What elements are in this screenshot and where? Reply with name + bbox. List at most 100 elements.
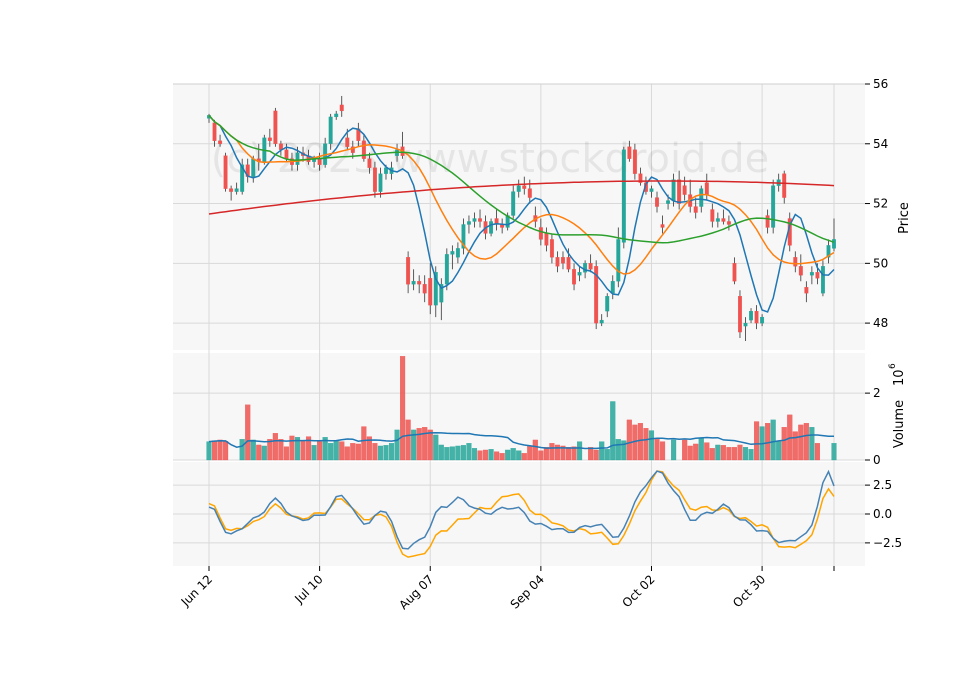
volume-bar	[593, 449, 599, 461]
candle	[599, 314, 604, 327]
candle-body	[682, 185, 687, 195]
candle	[339, 95, 344, 117]
volume-bar	[742, 447, 749, 461]
candle-body	[760, 316, 765, 324]
volume-bar	[405, 419, 411, 461]
candle	[229, 185, 234, 201]
candle	[494, 209, 499, 231]
candle-body	[809, 272, 814, 276]
volume-bar	[355, 443, 361, 461]
volume-bar	[350, 443, 356, 461]
candle	[649, 185, 654, 198]
candle-body	[511, 191, 516, 216]
volume-bar	[361, 426, 367, 461]
candle-body	[561, 257, 565, 264]
candle-body	[267, 137, 272, 141]
volume-bar	[278, 439, 284, 461]
candle-body	[516, 185, 521, 192]
volume-bar	[239, 439, 245, 461]
volume-bar	[610, 401, 616, 461]
volume-tick-label: 2	[873, 386, 881, 400]
volume-bar	[687, 445, 693, 461]
volume-bar	[648, 430, 655, 461]
candle	[406, 251, 411, 294]
candle	[372, 161, 377, 198]
candle-body	[677, 179, 682, 204]
candle-body	[782, 173, 787, 198]
candle-body	[815, 272, 820, 279]
volume-bar	[792, 431, 798, 461]
volume-bar	[283, 446, 289, 461]
candle-body	[599, 319, 604, 324]
candle-body	[334, 113, 339, 118]
candle-body	[367, 158, 372, 168]
volume-bar	[438, 444, 444, 461]
volume-bar	[289, 435, 295, 461]
candle-body	[820, 266, 825, 294]
candle-body	[317, 158, 322, 165]
candle	[489, 218, 494, 237]
volume-bar	[322, 437, 328, 461]
volume-bar	[477, 450, 483, 461]
volume-bar	[560, 445, 566, 461]
volume-bar	[637, 423, 643, 461]
chart-panels	[173, 83, 865, 566]
candle-body	[240, 164, 245, 192]
candle	[478, 209, 482, 228]
volume-bar	[217, 439, 223, 461]
volume-axis-exponent-base: 10	[892, 369, 907, 386]
candle-body	[273, 110, 278, 144]
candle-body	[489, 221, 494, 234]
volume-bar	[549, 443, 555, 461]
candle	[367, 152, 372, 174]
candle-body	[378, 173, 383, 192]
candle-body	[450, 251, 455, 255]
candle-body	[621, 149, 626, 243]
volume-bar	[471, 448, 478, 461]
candle	[561, 251, 565, 270]
candle-body	[229, 188, 234, 192]
volume-bar	[698, 438, 704, 461]
volume-bar	[344, 446, 350, 461]
candle-body	[638, 173, 643, 183]
candle-body	[693, 206, 698, 213]
candle	[428, 263, 433, 315]
candle-body	[588, 263, 593, 270]
ma-slow-line	[208, 114, 835, 244]
volume-bar	[211, 440, 218, 461]
candle-body	[372, 167, 377, 192]
volume-bar	[720, 445, 726, 461]
volume-axis-exponent: 6	[888, 363, 898, 369]
candle	[809, 266, 814, 285]
candle-body	[284, 149, 289, 159]
candle	[572, 263, 576, 291]
candle-body	[339, 104, 344, 112]
oscillator-tick-label: 0.0	[873, 507, 892, 521]
candle	[826, 239, 831, 264]
candle-body	[616, 239, 621, 282]
volume-bar	[460, 445, 466, 461]
candle-body	[345, 137, 350, 147]
candle-body	[361, 140, 366, 159]
volume-bar	[416, 428, 422, 461]
candle	[621, 146, 626, 249]
volume-bar	[411, 429, 417, 461]
volume-bar	[737, 444, 743, 461]
candle-body	[710, 209, 715, 222]
x-tick-label: Jul 10	[291, 572, 325, 606]
volume-bar	[339, 441, 345, 461]
volume-ma-line	[208, 432, 835, 450]
volume-bar	[300, 441, 306, 461]
candle-body	[555, 257, 560, 267]
candle-body	[522, 185, 527, 189]
volume-bar	[494, 451, 500, 461]
candle-body	[572, 269, 576, 285]
candle	[334, 110, 339, 120]
volume-bar	[516, 450, 522, 461]
candle	[522, 176, 527, 195]
candle-body	[218, 140, 223, 144]
candle	[638, 167, 643, 186]
volume-bar	[621, 440, 627, 461]
macd-line	[208, 469, 835, 550]
volume-bar	[422, 427, 428, 461]
